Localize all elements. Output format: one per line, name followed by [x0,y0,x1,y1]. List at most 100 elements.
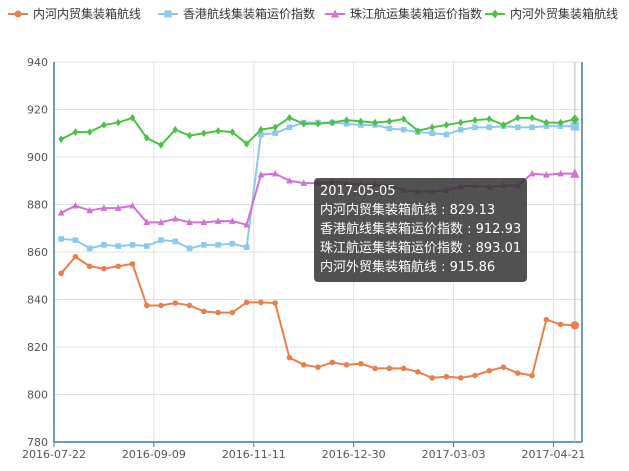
data-point [386,125,393,132]
x-tick-label: 2016-09-09 [122,448,186,461]
data-point [429,123,435,132]
data-point [386,365,393,372]
tooltip-title: 2017-05-05 [320,184,396,199]
tooltip-line: 香港航线集装箱运价指数 : 912.93 [320,222,522,237]
tooltip-line: 内河内贸集装箱航线 : 829.13 [320,203,496,218]
data-point [101,121,107,129]
data-point [529,114,535,122]
legend-item-4[interactable]: 内河外贸集装箱航线 [485,6,618,21]
legend-item-1[interactable]: 内河内贸集装箱航线 [8,6,141,21]
data-point [243,140,250,148]
legend-item-3[interactable]: 珠江航运集装箱运价指数 [325,6,482,21]
data-point [529,124,535,131]
tooltip: 2017-05-05 内河内贸集装箱航线 : 829.13 香港航线集装箱运价指… [314,178,528,282]
data-point [457,118,464,127]
data-point [186,245,193,252]
data-point [214,217,222,224]
tooltip-line: 珠江航运集装箱运价指数 : 893.01 [320,241,522,256]
data-point [186,302,193,309]
data-point [300,179,308,186]
data-point [272,123,278,132]
y-tick-label: 900 [27,151,48,164]
data-point [543,118,550,127]
data-point [215,242,221,248]
legend-marker [14,10,22,18]
data-point [514,124,521,131]
data-point [143,218,151,226]
x-tick-label: 2016-11-11 [222,448,286,461]
data-point [258,131,264,138]
data-point [115,243,122,249]
data-point [543,316,550,323]
data-point [457,126,464,133]
data-point [286,354,293,361]
data-point [400,126,407,133]
data-point [472,124,478,131]
data-point [158,141,164,149]
data-point [315,364,321,370]
data-point [300,119,307,128]
data-point [570,321,580,330]
data-point [329,118,336,127]
data-point [201,129,207,138]
data-point [101,242,107,248]
data-point [500,121,507,129]
data-point [115,118,122,127]
data-point [243,299,250,306]
data-point [443,373,450,380]
data-point [271,169,279,177]
data-point [143,302,150,309]
data-point [443,121,450,129]
data-point [72,253,79,260]
data-point [529,372,535,379]
data-point [172,125,179,134]
data-point [229,240,236,247]
series-1 [58,253,580,381]
data-point [570,114,580,125]
data-point [343,116,350,124]
x-tick-label: 2017-04-21 [521,448,585,461]
data-point [200,218,208,226]
data-point [400,115,407,123]
data-point [300,362,307,368]
x-tick-label: 2016-07-22 [22,448,86,461]
data-point [343,362,350,368]
data-point [358,117,364,126]
data-point [172,300,179,306]
data-point [72,201,79,209]
data-point [415,369,421,375]
data-point [315,119,321,128]
data-point [286,114,293,122]
x-tick-label: 2016-12-30 [322,448,386,461]
data-point [372,365,378,372]
data-point [258,125,264,134]
data-point [329,359,336,366]
data-point [557,321,564,328]
data-point [201,308,207,315]
data-point [172,238,179,245]
data-point [258,299,264,306]
data-point [86,128,93,136]
data-point [143,134,150,142]
data-point [557,118,564,127]
data-point [415,127,421,135]
data-point [528,169,536,177]
data-point [514,370,521,376]
data-point [72,128,79,136]
data-point [486,367,493,374]
data-point [101,265,107,272]
legend-marker [164,10,172,18]
data-point [243,244,250,251]
series-4 [58,114,580,149]
legend-item-2[interactable]: 香港航线集装箱运价指数 [158,6,315,21]
data-point [58,236,64,242]
data-point [129,261,136,267]
data-point [358,360,364,367]
data-point [229,309,236,316]
data-point [186,218,193,226]
data-point [257,171,265,178]
y-tick-label: 820 [27,341,48,354]
data-point [386,117,393,126]
y-tick-label: 940 [27,56,48,69]
